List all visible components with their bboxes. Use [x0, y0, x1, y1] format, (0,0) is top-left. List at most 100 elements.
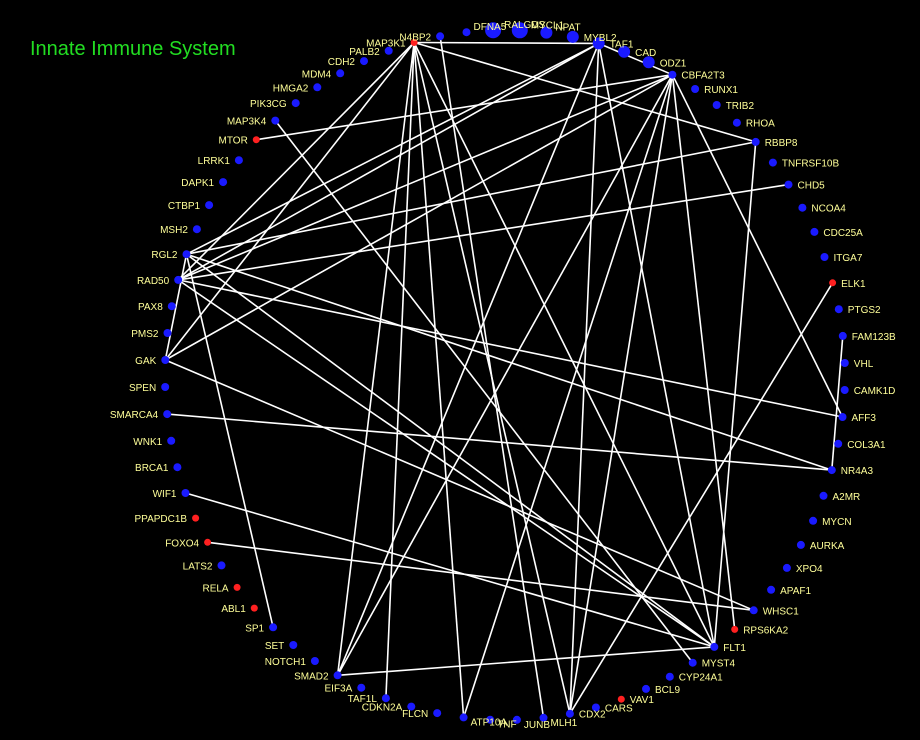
node-taf1[interactable]	[592, 37, 605, 50]
node-msh2[interactable]	[192, 225, 201, 234]
node-dfna5[interactable]	[462, 28, 471, 37]
node-tnfrsf10b[interactable]	[768, 158, 777, 167]
node-taf1l[interactable]	[381, 694, 390, 703]
node-pms2[interactable]	[163, 329, 172, 337]
node-vav1[interactable]	[617, 695, 625, 703]
edge-cbfa2t3-rps6ka2	[671, 74, 736, 630]
node-fam123b[interactable]	[838, 331, 847, 340]
node-wif1[interactable]	[181, 489, 190, 497]
node-label-aurka: AURKA	[810, 541, 845, 552]
node-map3k1[interactable]	[410, 39, 418, 46]
node-flt1[interactable]	[710, 642, 719, 651]
node-eif3a[interactable]	[357, 683, 366, 692]
node-myst4[interactable]	[688, 658, 697, 667]
node-rbbp8[interactable]	[751, 137, 760, 146]
node-label-mycn: MYCN	[822, 517, 851, 528]
node-ncoa4[interactable]	[798, 203, 807, 212]
node-whsc1[interactable]	[749, 606, 758, 615]
node-label-wif1: WIF1	[153, 489, 177, 500]
node-cdkn2a[interactable]	[407, 702, 416, 711]
node-palb2[interactable]	[384, 46, 393, 55]
node-mtor[interactable]	[252, 136, 260, 144]
node-pax8[interactable]	[167, 302, 176, 311]
node-mybl2[interactable]	[566, 30, 579, 43]
node-tnf[interactable]	[486, 715, 495, 724]
node-label-rela: RELA	[202, 583, 228, 594]
node-flcn[interactable]	[433, 709, 442, 718]
node-a2mr[interactable]	[819, 491, 828, 500]
node-foxo4[interactable]	[204, 538, 212, 546]
node-rela[interactable]	[233, 583, 241, 591]
node-runx1[interactable]	[691, 85, 700, 93]
node-spen[interactable]	[161, 383, 170, 391]
node-label-dfna5: DFNA5	[474, 22, 507, 33]
node-bcl9[interactable]	[642, 684, 650, 693]
node-cdh2[interactable]	[360, 57, 368, 66]
node-mlh1[interactable]	[539, 713, 548, 722]
edge-mtor-cbfa2t3	[256, 73, 673, 141]
node-label-cdh2: CDH2	[328, 57, 356, 68]
node-col3a1[interactable]	[834, 439, 843, 448]
edge-rad50-flt1	[177, 279, 715, 648]
node-odz1[interactable]	[642, 56, 655, 69]
node-ptgs2[interactable]	[834, 305, 843, 314]
node-set[interactable]	[289, 641, 298, 649]
node-junb[interactable]	[512, 715, 521, 724]
node-brca1[interactable]	[173, 463, 182, 472]
node-pik3cg[interactable]	[291, 99, 300, 108]
node-rps6ka2[interactable]	[731, 625, 739, 633]
node-cbfa2t3[interactable]	[668, 70, 677, 79]
node-mycl1[interactable]	[511, 22, 528, 39]
node-ppapdc1b[interactable]	[192, 514, 200, 522]
node-aurka[interactable]	[796, 540, 805, 549]
node-label-rps6ka2: RPS6KA2	[743, 625, 788, 636]
node-apaf1[interactable]	[767, 585, 776, 594]
node-label-apaf1: APAF1	[780, 586, 811, 597]
node-rgl2[interactable]	[182, 250, 191, 259]
node-sp1[interactable]	[269, 623, 278, 632]
node-label-map3k1: MAP3K1	[366, 39, 406, 50]
node-rhoa[interactable]	[732, 118, 741, 127]
node-ralgds[interactable]	[485, 22, 502, 39]
node-elk1[interactable]	[829, 279, 837, 287]
node-lats2[interactable]	[217, 561, 226, 570]
node-abl1[interactable]	[250, 604, 258, 612]
node-ctbp1[interactable]	[205, 201, 214, 210]
node-cyp24a1[interactable]	[665, 672, 674, 681]
node-label-aff3: AFF3	[852, 413, 877, 424]
node-hmga2[interactable]	[313, 83, 322, 92]
node-atp10a[interactable]	[459, 713, 468, 722]
node-smad2[interactable]	[333, 671, 342, 680]
node-n4bp2[interactable]	[436, 32, 445, 41]
node-vhl[interactable]	[840, 359, 849, 367]
node-cdx2[interactable]	[565, 709, 574, 718]
node-notch1[interactable]	[310, 657, 319, 665]
node-mdm4[interactable]	[336, 69, 345, 78]
edge-map3k1-flt1	[413, 42, 716, 648]
node-lrrk1[interactable]	[234, 156, 243, 165]
node-mycn[interactable]	[809, 516, 818, 525]
node-cdc25a[interactable]	[810, 227, 819, 236]
node-camk1d[interactable]	[840, 386, 849, 394]
node-gak[interactable]	[161, 356, 170, 364]
edge-map3k1-taf1l	[385, 42, 415, 699]
node-cad[interactable]	[618, 45, 631, 58]
node-cars[interactable]	[591, 703, 600, 712]
edge-rad50-aff3	[178, 279, 843, 418]
edge-map3k1-rad50	[177, 41, 415, 281]
node-npat[interactable]	[540, 26, 553, 39]
node-label-cbfa2t3: CBFA2T3	[681, 71, 725, 82]
node-map3k4[interactable]	[271, 116, 280, 125]
node-rad50[interactable]	[174, 275, 183, 284]
node-aff3[interactable]	[838, 413, 847, 421]
node-label-lrrk1: LRRK1	[198, 156, 231, 167]
node-nr4a3[interactable]	[827, 466, 836, 475]
node-label-pms2: PMS2	[131, 329, 159, 340]
node-smarca4[interactable]	[163, 410, 172, 419]
node-trib2[interactable]	[712, 101, 721, 109]
node-dapk1[interactable]	[219, 178, 228, 187]
node-chd5[interactable]	[784, 180, 793, 189]
node-wnk1[interactable]	[167, 436, 176, 445]
node-itga7[interactable]	[820, 253, 829, 261]
node-xpo4[interactable]	[782, 563, 791, 572]
